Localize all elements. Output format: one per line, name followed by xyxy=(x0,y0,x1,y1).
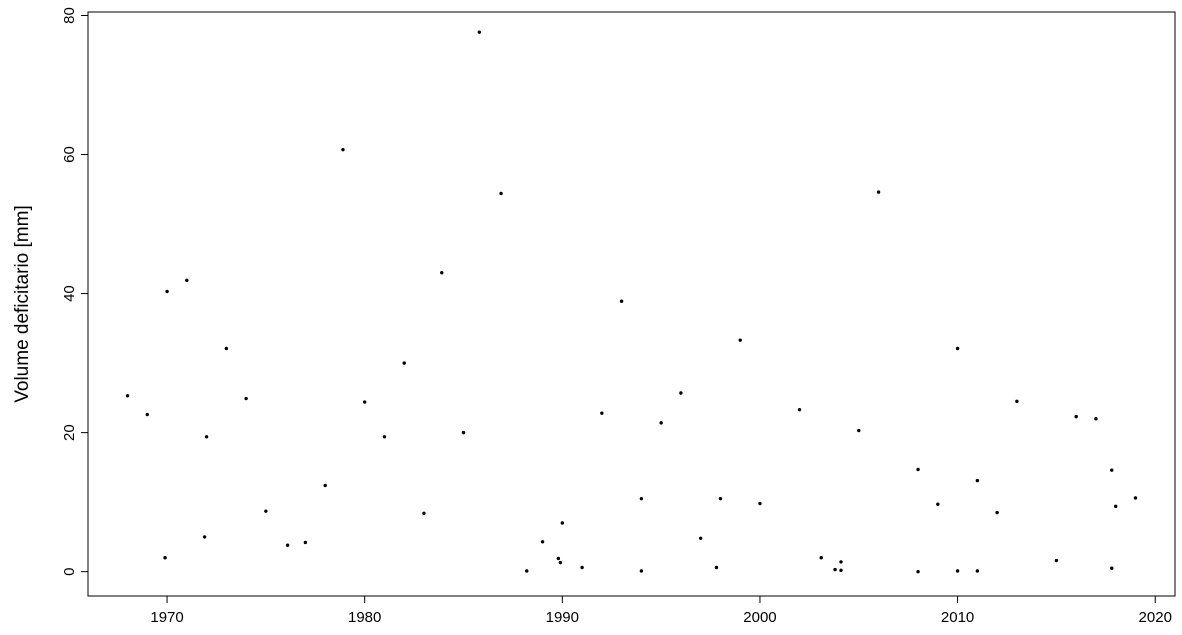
data-point xyxy=(600,411,604,415)
data-point xyxy=(1114,504,1118,509)
data-point xyxy=(619,299,624,303)
data-point xyxy=(341,147,345,152)
data-point xyxy=(995,510,999,515)
y-tick-label: 20 xyxy=(61,424,78,441)
data-point xyxy=(165,289,169,294)
data-point xyxy=(163,556,167,560)
data-point xyxy=(461,430,466,435)
data-point xyxy=(975,569,980,573)
data-point xyxy=(1133,496,1138,500)
data-point xyxy=(857,428,861,433)
data-point xyxy=(540,540,545,544)
data-point xyxy=(556,556,561,561)
x-axis: 1970 1980 1990 2000 2010 2020 xyxy=(150,596,1172,626)
x-tick-label: 2020 xyxy=(1139,609,1172,626)
data-point xyxy=(580,565,584,570)
data-point xyxy=(936,502,940,506)
data-point xyxy=(264,509,268,513)
data-point xyxy=(839,560,843,564)
data-point xyxy=(738,338,742,342)
data-point xyxy=(1110,566,1114,570)
data-point xyxy=(955,569,960,573)
data-point xyxy=(679,391,683,395)
data-point xyxy=(916,569,920,574)
data-point xyxy=(659,421,663,425)
data-point xyxy=(1015,399,1019,404)
data-point xyxy=(422,511,426,515)
data-point xyxy=(833,567,837,572)
data-point xyxy=(1094,417,1098,421)
data-point xyxy=(718,496,723,501)
data-point xyxy=(698,536,703,540)
data-point xyxy=(525,569,529,573)
data-point xyxy=(797,407,802,412)
data-point xyxy=(558,560,563,565)
data-point xyxy=(125,394,130,398)
y-tick-label: 0 xyxy=(61,567,78,575)
data-point xyxy=(714,565,719,570)
y-tick-label: 60 xyxy=(61,146,78,163)
y-tick-label: 40 xyxy=(61,285,78,302)
x-tick-label: 1970 xyxy=(150,609,183,626)
data-point xyxy=(876,190,881,194)
data-point xyxy=(1054,558,1059,563)
x-tick-label: 1990 xyxy=(546,609,579,626)
data-point xyxy=(477,30,482,34)
data-point xyxy=(955,346,960,351)
data-point xyxy=(819,556,823,560)
data-point xyxy=(204,435,209,439)
data-point xyxy=(1110,468,1114,472)
data-point xyxy=(839,568,843,572)
data-point xyxy=(560,521,565,525)
data-point xyxy=(916,467,920,472)
data-points xyxy=(125,30,1138,574)
y-axis: 0 20 40 60 80 xyxy=(61,7,88,576)
data-point xyxy=(185,278,189,283)
data-point xyxy=(244,396,248,401)
data-point xyxy=(639,496,644,501)
data-point xyxy=(440,271,444,275)
data-point xyxy=(362,400,367,404)
data-point xyxy=(323,483,327,488)
data-point xyxy=(402,361,406,365)
data-point xyxy=(758,501,762,506)
plot-frame xyxy=(87,11,1176,597)
data-point xyxy=(382,435,387,439)
y-tick-label: 80 xyxy=(61,7,78,24)
data-point xyxy=(224,346,229,351)
data-point xyxy=(202,535,207,539)
data-point xyxy=(285,543,290,547)
x-tick-label: 2000 xyxy=(743,609,776,626)
x-tick-label: 2010 xyxy=(941,609,974,626)
data-point xyxy=(1074,414,1078,419)
y-axis-title: Volume deficitario [mm] xyxy=(12,205,33,402)
data-point xyxy=(639,569,644,573)
x-tick-label: 1980 xyxy=(348,609,381,626)
data-point xyxy=(303,540,308,545)
data-point xyxy=(145,412,149,417)
data-point xyxy=(975,478,980,483)
data-point xyxy=(499,191,503,196)
